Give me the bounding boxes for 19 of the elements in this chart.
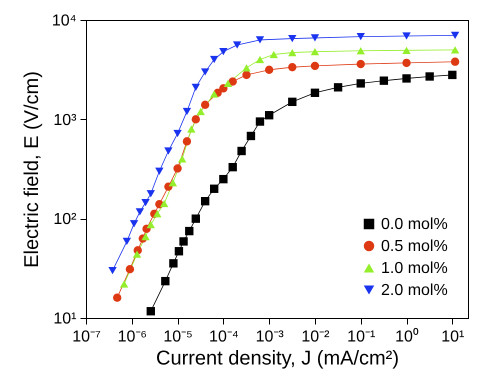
x-tick-label: 10⁰ (395, 328, 419, 346)
x-tick-label: 10⁻² (301, 328, 330, 346)
y-tick-label: 10³ (53, 112, 78, 129)
x-tick-label: 10⁻³ (256, 328, 284, 346)
x-tick-label: 10⁻⁵ (163, 328, 193, 346)
x-axis-title: Current density, J (mA/cm²) (156, 348, 399, 370)
y-tick-label: 10⁴ (52, 12, 77, 30)
y-tick-label: 10² (53, 211, 78, 228)
legend-label: 2.0 mol% (381, 282, 448, 299)
y-tick-label: 10¹ (53, 310, 76, 328)
x-tick-label: 10⁻¹ (347, 328, 376, 346)
x-tick-label: 10⁻⁷ (72, 328, 101, 346)
y-axis-title: Electric field, E (V/cm) (20, 71, 43, 268)
legend-label: 1.0 mol% (381, 260, 448, 277)
legend-label: 0.0 mol% (381, 216, 448, 233)
x-tick-label: 10⁻⁶ (118, 328, 147, 346)
legend-label: 0.5 mol% (381, 238, 448, 255)
x-tick-label: 10⁻⁴ (209, 328, 239, 346)
x-tick-label: 10¹ (441, 328, 464, 346)
